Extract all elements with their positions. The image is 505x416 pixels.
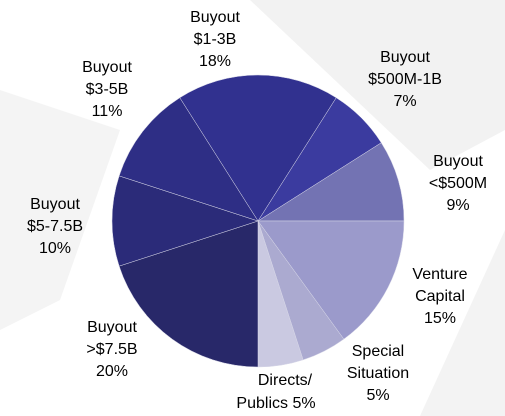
value-label: 5% xyxy=(292,395,315,412)
slice-label-line: Publics xyxy=(236,395,288,412)
value-label: 18% xyxy=(199,53,231,70)
slice-label: $3-5B xyxy=(86,81,129,98)
slice-label: Buyout xyxy=(30,196,80,213)
slice-label: $5-7.5B xyxy=(27,218,83,235)
slice-label: Special xyxy=(352,343,404,360)
value-label: 7% xyxy=(393,93,416,110)
slice-label: $500M-1B xyxy=(368,71,442,88)
background-shape xyxy=(250,0,505,170)
slice-label: Buyout xyxy=(87,319,137,336)
value-label: 15% xyxy=(424,310,456,327)
slice-label: Venture xyxy=(412,266,467,283)
pie-slice xyxy=(257,142,405,222)
slice-label: Directs/ xyxy=(258,372,313,389)
slice-label: Situation xyxy=(347,365,409,382)
slice-label: Capital xyxy=(415,288,465,305)
pie-slice xyxy=(118,220,259,368)
background-shape xyxy=(420,230,505,416)
pie-slice xyxy=(118,97,259,222)
slice-label: Publics 5% xyxy=(236,395,315,412)
slice-label: >$7.5B xyxy=(86,341,137,358)
value-label: 9% xyxy=(446,197,469,214)
value-label: 20% xyxy=(96,363,128,380)
slice-label: <$500M xyxy=(429,175,487,192)
pie-slice xyxy=(179,74,337,222)
slice-label: Buyout xyxy=(380,49,430,66)
pie-slice xyxy=(257,220,405,340)
slice-label: $1-3B xyxy=(194,31,237,48)
background-shape xyxy=(0,90,120,330)
slice-label: Buyout xyxy=(190,9,240,26)
value-label: 11% xyxy=(92,103,123,120)
pie-slice xyxy=(111,175,259,267)
slice-label: Buyout xyxy=(433,153,483,170)
slice-label: Buyout xyxy=(82,59,132,76)
value-label: 10% xyxy=(39,240,71,257)
value-label: 5% xyxy=(366,387,389,404)
